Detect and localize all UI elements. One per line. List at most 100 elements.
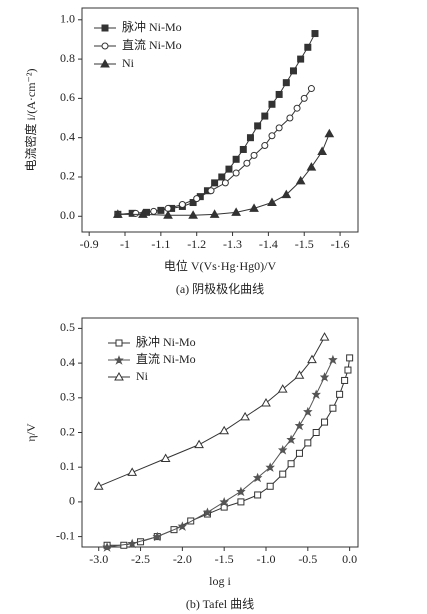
marker [261, 112, 269, 120]
marker [304, 43, 312, 51]
marker [268, 100, 276, 108]
marker [275, 124, 283, 132]
x-tick-label: 0.0 [342, 552, 357, 566]
marker [236, 486, 246, 497]
marker [112, 209, 123, 218]
marker [295, 449, 303, 457]
y-axis-label: 电流密度 i/(A·cm⁻²) [23, 69, 38, 172]
y-axis-label: η/V [24, 423, 38, 442]
marker [324, 128, 335, 138]
marker [279, 470, 287, 478]
marker [311, 389, 321, 400]
marker [219, 425, 230, 435]
x-tick-label: -1.4 [259, 237, 278, 251]
y-tick-label: 0.5 [60, 320, 75, 334]
marker [193, 195, 201, 203]
marker [150, 207, 158, 215]
marker [138, 209, 148, 218]
marker [240, 411, 250, 421]
x-tick-label: -1.5 [215, 552, 234, 566]
marker [346, 354, 354, 362]
marker [219, 497, 229, 507]
marker [132, 209, 140, 217]
marker [178, 200, 186, 208]
legend-marker [101, 24, 109, 32]
marker [303, 406, 313, 417]
y-tick-label: 0.8 [60, 51, 75, 65]
y-tick-label: 0.4 [60, 129, 75, 143]
marker [311, 30, 319, 38]
marker [267, 197, 277, 207]
marker [277, 384, 288, 393]
x-tick-label: -1.2 [187, 237, 206, 251]
marker [278, 445, 288, 455]
y-tick-label: -0.1 [56, 528, 75, 542]
series-line [117, 88, 312, 215]
marker [252, 472, 263, 483]
marker [202, 507, 213, 517]
marker [177, 521, 188, 531]
marker [312, 429, 320, 436]
series-line [107, 357, 351, 546]
marker [225, 165, 233, 173]
legend-marker [115, 339, 123, 347]
x-tick-label: -1.1 [151, 237, 170, 251]
legend-label: 脉冲 Ni-Mo [122, 19, 182, 34]
marker [187, 517, 195, 525]
caption: (a) 阴极极化曲线 [176, 282, 264, 296]
legend-marker [101, 42, 109, 50]
marker [328, 354, 338, 365]
x-tick-label: -0.5 [298, 552, 317, 566]
x-tick-label: -2.5 [131, 552, 150, 566]
x-axis-label: 电位 V(Vs·Hg·Hg0)/V [164, 258, 277, 273]
marker [102, 542, 112, 552]
legend-label: 直流 Ni-Mo [136, 352, 196, 366]
marker [239, 145, 247, 153]
plot-frame [81, 7, 359, 233]
marker [211, 179, 219, 187]
marker [265, 462, 275, 472]
marker [336, 390, 344, 398]
y-tick-label: 0 [69, 494, 75, 508]
marker [160, 453, 171, 463]
x-tick-label: -1.5 [295, 237, 314, 251]
legend-marker [114, 371, 124, 381]
x-tick-label: -1.0 [257, 552, 276, 566]
marker [254, 122, 262, 130]
y-tick-label: 0.0 [60, 208, 75, 222]
marker [249, 203, 259, 212]
legend-label: 直流 Ni-Mo [122, 38, 182, 52]
marker [319, 332, 330, 341]
marker [254, 491, 262, 499]
marker [341, 376, 349, 384]
marker [127, 467, 138, 476]
marker [295, 175, 306, 185]
marker [232, 155, 240, 163]
marker [268, 132, 276, 140]
y-tick-label: 0.4 [60, 355, 75, 369]
marker [304, 439, 312, 447]
x-axis-label: log i [209, 574, 231, 588]
marker [321, 418, 329, 426]
series-line [117, 33, 316, 215]
series-line [107, 359, 334, 548]
y-tick-label: 0.6 [60, 90, 75, 104]
y-tick-label: 0.3 [60, 390, 75, 404]
marker [282, 79, 290, 87]
marker [294, 420, 305, 431]
legend-label: 脉冲 Ni-Mo [136, 334, 196, 349]
marker [306, 162, 317, 171]
marker [281, 189, 292, 199]
marker [221, 179, 229, 187]
marker [237, 498, 245, 506]
x-tick-label: -1.3 [223, 237, 242, 251]
marker [300, 94, 308, 102]
marker [287, 460, 295, 468]
marker [231, 207, 241, 216]
x-tick-label: -2.0 [173, 552, 192, 566]
marker [243, 159, 251, 167]
marker [207, 187, 215, 195]
marker [294, 370, 305, 379]
